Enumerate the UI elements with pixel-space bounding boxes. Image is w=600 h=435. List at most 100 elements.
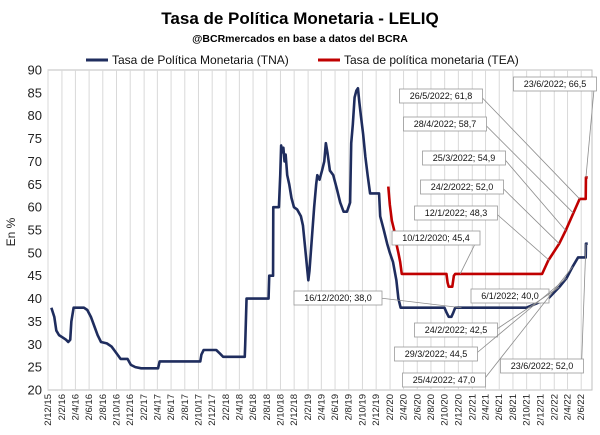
annotation-label: 24/2/2022; 52,0 — [431, 182, 494, 192]
x-tick-label: 2/6/22 — [576, 394, 587, 420]
annotation-box — [414, 205, 498, 221]
annotation-leader — [495, 212, 550, 261]
annotation-label: 24/2/2022; 42,5 — [425, 325, 488, 335]
x-tick-label: 2/12/15 — [43, 394, 54, 426]
chart-title: Tasa de Política Monetaria - LELIQ — [161, 9, 438, 28]
annotation-box — [391, 230, 481, 246]
x-axis-ticks: 2/12/15 2/2/16 2/4/16 2/6/16 2/8/16 2/10/16 2/… — [43, 394, 587, 426]
x-tick-label: 2/4/16 — [70, 394, 81, 420]
annotation-label: 29/3/2022; 44,5 — [405, 349, 468, 359]
x-tick-label: 2/10/16 — [112, 394, 123, 426]
x-tick-label: 2/4/21 — [481, 394, 492, 420]
annotation-box — [414, 322, 498, 338]
x-tick-label: 2/10/17 — [193, 394, 204, 426]
y-tick-label: 80 — [28, 108, 42, 123]
y-tick-label: 90 — [28, 63, 42, 78]
annotation-leader — [475, 277, 567, 355]
annotation-leader — [581, 243, 587, 367]
y-tick-label: 45 — [28, 268, 42, 283]
x-tick-label: 2/8/21 — [508, 394, 519, 420]
y-tick-label: 25 — [28, 360, 42, 375]
x-tick-label: 2/4/19 — [316, 394, 327, 420]
annotation-label: 12/1/2022; 48,3 — [425, 208, 488, 218]
y-tick-label: 20 — [28, 383, 42, 398]
annotations: 23/6/2022; 66,5 26/5/2022; 61,8 28/4/2022;… — [293, 76, 597, 388]
y-tick-label: 70 — [28, 154, 42, 169]
series-line-tna — [50, 86, 588, 370]
x-tick-label: 2/2/17 — [139, 394, 150, 420]
x-tick-label: 2/8/18 — [262, 394, 273, 420]
chart-subtitle: @BCRmercados en base a datos del BCRA — [192, 33, 408, 45]
x-tick-label: 2/2/22 — [549, 394, 560, 420]
y-axis-ticks: 20 25 30 35 40 45 50 55 60 65 70 75 80 85 90 — [28, 63, 42, 398]
y-tick-label: 50 — [28, 245, 42, 260]
series-line-tea — [386, 176, 588, 288]
x-tick-label: 2/4/20 — [399, 394, 410, 420]
x-tick-label: 2/4/18 — [234, 394, 245, 420]
x-tick-label: 2/6/18 — [248, 394, 259, 420]
x-tick-label: 2/6/19 — [330, 394, 341, 420]
annotation-label: 6/1/2022; 40,0 — [481, 291, 539, 301]
y-tick-label: 40 — [28, 291, 42, 306]
annotation-label: 25/4/2022; 47,0 — [413, 375, 476, 385]
plot-area — [47, 69, 593, 391]
x-tick-label: 2/4/22 — [563, 394, 574, 420]
x-tick-label: 2/12/21 — [535, 394, 546, 426]
annotation-box — [403, 116, 487, 132]
grid — [47, 69, 593, 391]
x-tick-label: 2/2/16 — [57, 394, 68, 420]
x-tick-label: 2/6/16 — [84, 394, 95, 420]
legend: Tasa de Política Monetaria (TNA) Tasa de… — [86, 53, 519, 67]
annotation-leader — [503, 157, 567, 231]
annotation-label: 28/4/2022; 58,7 — [414, 119, 477, 129]
annotation-label: 10/12/2020; 45,4 — [402, 233, 470, 243]
annotation-box — [293, 290, 383, 306]
annotation-label: 23/6/2022; 66,5 — [524, 79, 587, 89]
x-tick-label: 2/10/18 — [275, 394, 286, 426]
annotation-label: 25/3/2022; 54,9 — [433, 153, 496, 163]
y-tick-label: 35 — [28, 314, 42, 329]
annotation-leader — [585, 83, 595, 178]
y-tick-label: 75 — [28, 131, 42, 146]
annotation-box — [500, 358, 584, 374]
x-tick-label: 2/6/21 — [494, 394, 505, 420]
annotation-leader — [484, 123, 574, 214]
annotation-leader — [483, 266, 573, 381]
y-axis-label: En % — [4, 217, 18, 246]
annotation-box — [402, 372, 486, 388]
x-tick-label: 2/8/17 — [180, 394, 191, 420]
annotation-box — [394, 346, 478, 362]
x-tick-label: 2/2/19 — [303, 394, 314, 420]
x-tick-label: 2/2/20 — [385, 394, 396, 420]
x-tick-label: 2/4/17 — [152, 394, 163, 420]
annotation-label: 23/6/2022; 52,0 — [511, 361, 574, 371]
annotation-box — [399, 88, 483, 104]
annotation-leader — [501, 186, 560, 244]
x-tick-label: 2/2/18 — [221, 394, 232, 420]
x-tick-label: 2/8/16 — [98, 394, 109, 420]
annotation-leader — [379, 297, 462, 309]
x-tick-label: 2/8/19 — [344, 394, 355, 420]
x-tick-label: 2/6/20 — [412, 394, 423, 420]
y-tick-label: 65 — [28, 177, 42, 192]
x-tick-label: 2/10/20 — [440, 394, 451, 426]
x-tick-label: 2/12/16 — [125, 394, 136, 426]
series-lines — [50, 86, 588, 370]
annotation-leader — [495, 286, 560, 331]
y-tick-label: 30 — [28, 337, 42, 352]
annotation-label: 16/12/2020; 38,0 — [304, 293, 372, 303]
annotation-box — [420, 179, 504, 195]
y-tick-label: 55 — [28, 223, 42, 238]
legend-label-tea: Tasa de política monetaria (TEA) — [344, 53, 519, 67]
y-tick-label: 60 — [28, 200, 42, 215]
x-tick-label: 2/10/19 — [357, 394, 368, 426]
y-tick-label: 85 — [28, 85, 42, 100]
x-tick-label: 2/2/21 — [467, 394, 478, 420]
x-tick-label: 2/12/18 — [289, 394, 300, 426]
x-tick-label: 2/6/17 — [166, 394, 177, 420]
x-tick-label: 2/12/17 — [207, 394, 218, 426]
annotation-box — [422, 150, 506, 166]
annotation-label: 26/5/2022; 61,8 — [410, 91, 473, 101]
annotation-leader — [480, 95, 580, 200]
